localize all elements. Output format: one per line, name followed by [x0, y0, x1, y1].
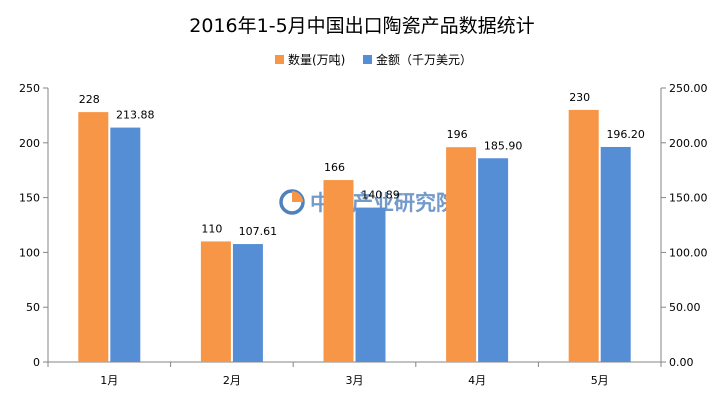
x-axis-category-label: 1月 — [100, 374, 118, 387]
legend-swatch-amount — [363, 55, 372, 64]
data-label-quantity: 228 — [79, 93, 100, 106]
right-axis-tick-label: 250.00 — [669, 82, 708, 95]
x-axis-category-label: 2月 — [223, 374, 241, 387]
right-axis-tick-label: 100.00 — [669, 246, 708, 259]
data-label-amount: 196.20 — [606, 128, 645, 141]
right-axis-tick-label: 0.00 — [669, 356, 694, 369]
data-label-amount: 213.88 — [116, 109, 155, 122]
x-axis-category-label: 4月 — [468, 374, 486, 387]
axes: 0 50 100 150 200 250 0.00 50.00 100.00 150.00 200.… — [19, 82, 708, 387]
left-axis-tick-label: 0 — [33, 356, 40, 369]
bar-amount — [110, 127, 141, 362]
left-axis-tick-label: 200 — [19, 137, 40, 150]
data-label-quantity: 230 — [569, 91, 590, 104]
right-axis-tick-label: 200.00 — [669, 137, 708, 150]
left-axis-tick-label: 100 — [19, 246, 40, 259]
bar-amount — [600, 146, 631, 362]
left-axis-tick-label: 150 — [19, 192, 40, 205]
right-axis-tick-label: 150.00 — [669, 192, 708, 205]
data-label-quantity: 166 — [324, 161, 345, 174]
bar-amount — [232, 244, 263, 362]
legend-label-quantity: 数量(万吨) — [288, 52, 345, 67]
data-labels: 228 213.88 110 107.61 166 140.89 196 185.90 230 1… — [79, 91, 645, 238]
legend-label-amount: 金额（千万美元） — [376, 52, 472, 67]
left-axis-tick-label: 50 — [26, 301, 40, 314]
left-axis-tick-label: 250 — [19, 82, 40, 95]
chart-title: 2016年1-5月中国出口陶瓷产品数据统计 — [189, 15, 534, 37]
x-axis-category-label: 5月 — [591, 374, 609, 387]
legend-swatch-quantity — [275, 55, 284, 64]
bar-quantity — [568, 109, 599, 362]
data-label-quantity: 110 — [201, 222, 222, 235]
bar-quantity — [446, 147, 477, 362]
bar-quantity — [323, 180, 354, 362]
bar-amount — [478, 158, 509, 362]
data-label-amount: 185.90 — [484, 139, 523, 152]
bar-quantity — [200, 241, 231, 362]
data-label-amount: 107.61 — [239, 225, 278, 238]
watermark-logo-icon — [279, 189, 305, 215]
bar-quantity — [78, 112, 109, 362]
data-label-amount: 140.89 — [361, 189, 400, 202]
bar-amount — [355, 207, 386, 362]
legend: 数量(万吨) 金额（千万美元） — [275, 52, 472, 67]
x-axis-category-label: 3月 — [346, 374, 364, 387]
data-label-quantity: 196 — [447, 128, 468, 141]
bars — [78, 109, 631, 362]
right-axis-tick-label: 50.00 — [669, 301, 701, 314]
